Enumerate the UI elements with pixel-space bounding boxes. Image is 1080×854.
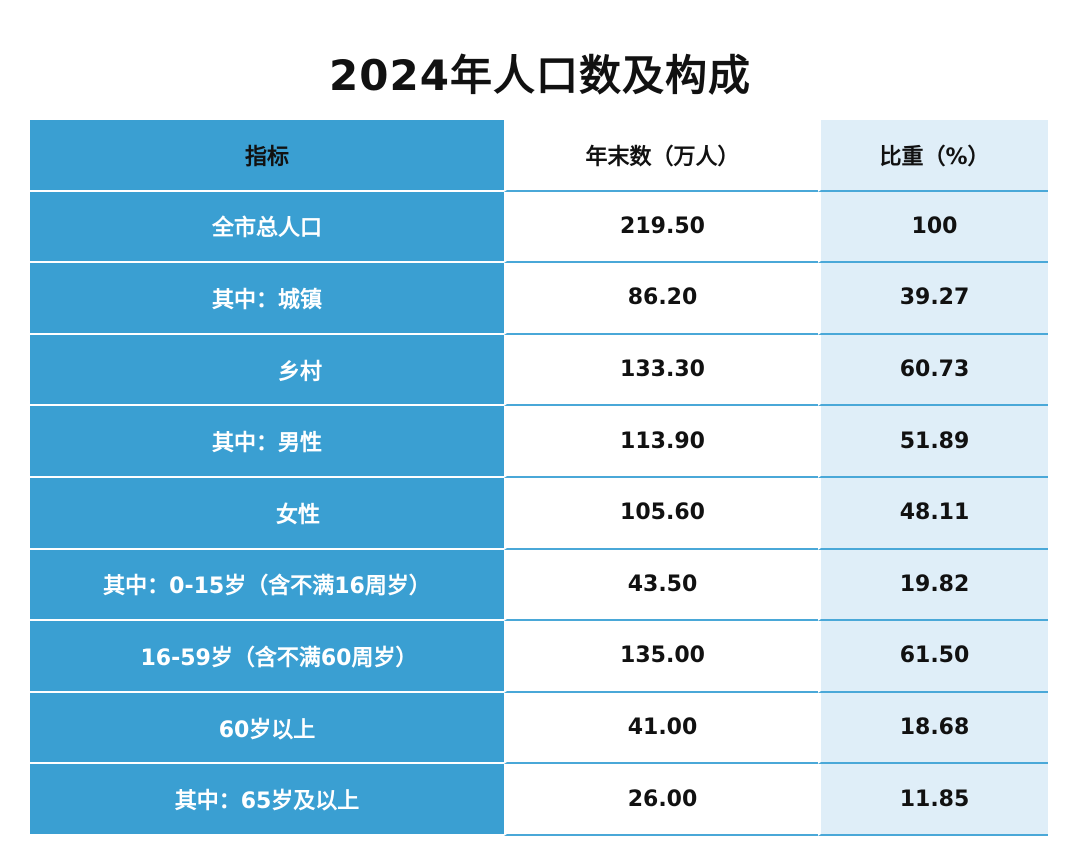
header-share: 比重（%） bbox=[818, 120, 1048, 192]
row-label: 60岁以上 bbox=[30, 692, 504, 765]
header-year-end: 年末数（万人） bbox=[504, 120, 818, 192]
row-label: 乡村 bbox=[30, 334, 504, 407]
row-label: 其中：65岁及以上 bbox=[30, 764, 504, 836]
row-label: 其中：城镇 bbox=[30, 263, 504, 335]
row-share: 19.82 bbox=[818, 549, 1048, 622]
row-share: 51.89 bbox=[818, 406, 1048, 478]
row-share: 48.11 bbox=[818, 477, 1048, 550]
row-label: 女性 bbox=[30, 477, 504, 550]
row-share: 11.85 bbox=[818, 764, 1048, 836]
row-value: 135.00 bbox=[504, 621, 818, 693]
row-value: 26.00 bbox=[504, 764, 818, 836]
row-value: 105.60 bbox=[504, 477, 818, 550]
row-share: 60.73 bbox=[818, 334, 1048, 407]
row-value: 41.00 bbox=[504, 692, 818, 765]
row-label: 全市总人口 bbox=[30, 191, 504, 264]
row-share: 61.50 bbox=[818, 621, 1048, 693]
row-value: 86.20 bbox=[504, 263, 818, 335]
row-value: 219.50 bbox=[504, 191, 818, 264]
population-table: 指标 年末数（万人） 比重（%） 全市总人口 219.50 100 其中：城镇 … bbox=[30, 120, 1048, 836]
row-value: 43.50 bbox=[504, 549, 818, 622]
row-share: 100 bbox=[818, 191, 1048, 264]
row-share: 39.27 bbox=[818, 263, 1048, 335]
row-label: 16-59岁（含不满60周岁） bbox=[30, 621, 504, 693]
row-value: 113.90 bbox=[504, 406, 818, 478]
row-label: 其中：0-15岁（含不满16周岁） bbox=[30, 549, 504, 622]
row-share: 18.68 bbox=[818, 692, 1048, 765]
page-title: 2024年人口数及构成 bbox=[329, 51, 751, 100]
row-value: 133.30 bbox=[504, 334, 818, 407]
header-indicator: 指标 bbox=[30, 120, 504, 192]
row-label: 其中：男性 bbox=[30, 406, 504, 478]
